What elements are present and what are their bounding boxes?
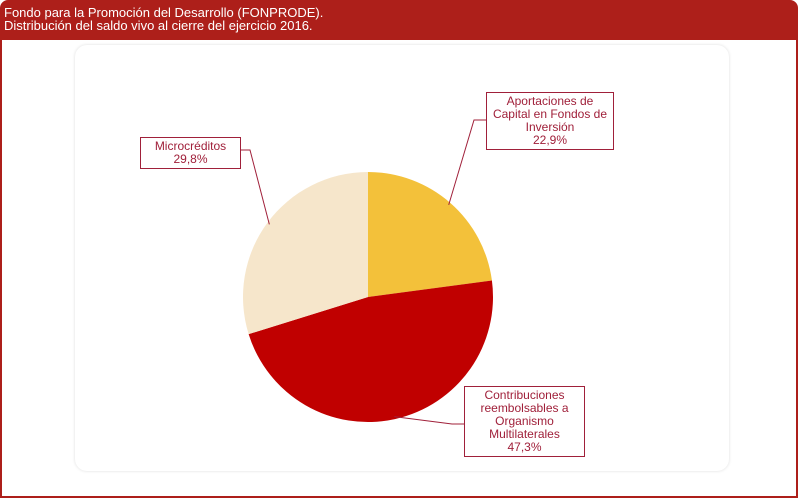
data-label: Aportaciones de Capital en Fondos de Inv… [486, 92, 614, 150]
label-value: 29,8% [173, 152, 208, 166]
label-name: Microcréditos [154, 139, 227, 153]
pie-slice [243, 172, 368, 335]
data-label: Microcréditos 29,8% [140, 137, 241, 169]
data-label: Contribuciones reembolsables a Organismo… [464, 386, 585, 457]
label-name: Aportaciones de Capital en Fondos de Inv… [492, 94, 608, 134]
leader-line [394, 416, 464, 425]
chart-subtitle: Distribución del saldo vivo al cierre de… [4, 18, 313, 33]
label-value: 47,3% [507, 440, 542, 454]
label-value: 22,9% [532, 133, 568, 147]
header: Fondo para la Promoción del Desarrollo (… [0, 0, 798, 40]
leader-line [448, 119, 486, 206]
frame [0, 38, 798, 498]
pie-slice [368, 172, 492, 297]
chart-title: Fondo para la Promoción del Desarrollo (… [4, 5, 324, 20]
pie-slice [248, 280, 493, 423]
leader-line [241, 149, 270, 225]
label-name: Contribuciones reembolsables a Organismo… [480, 388, 569, 441]
